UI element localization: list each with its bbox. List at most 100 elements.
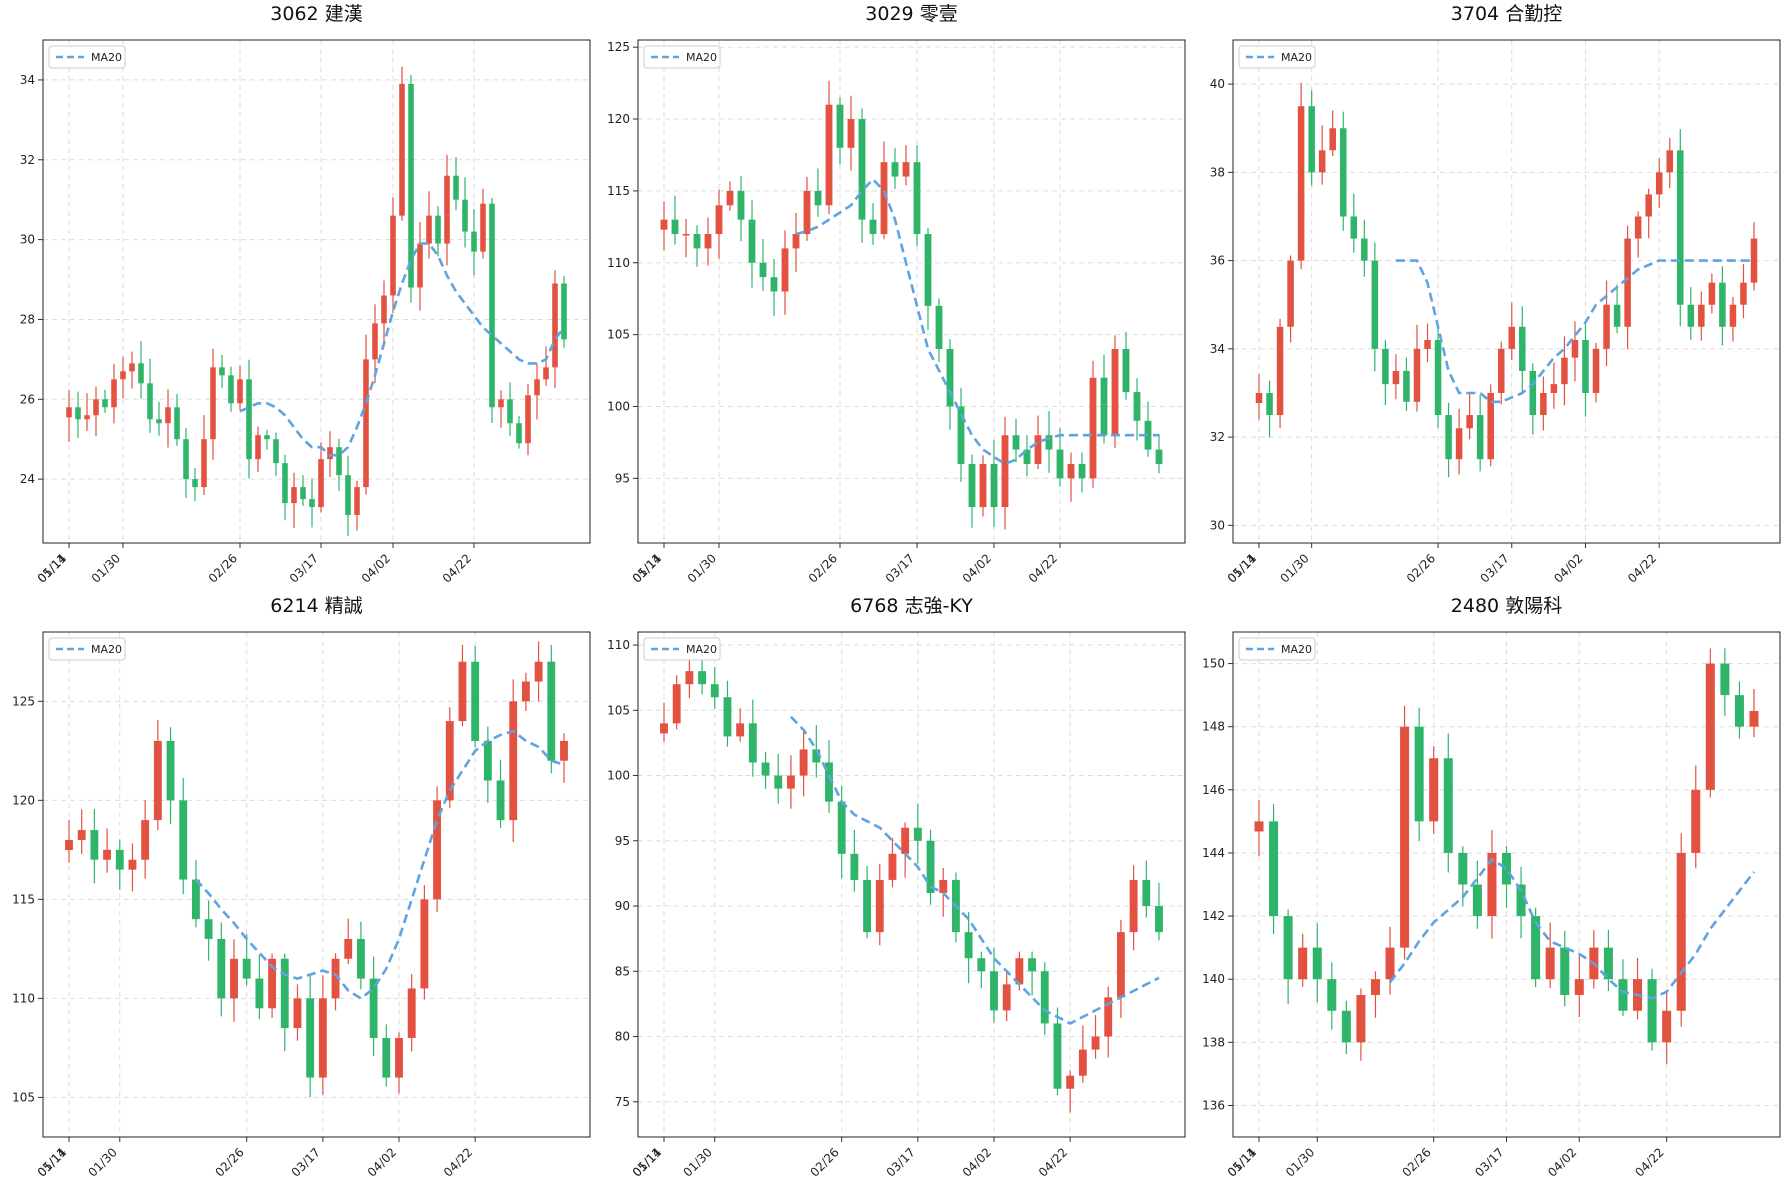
- candle-body: [1400, 726, 1410, 948]
- candle-body: [812, 749, 821, 763]
- candle-body: [869, 219, 877, 235]
- x-tick-label: 04/02: [365, 1145, 399, 1179]
- candle-body: [192, 479, 198, 488]
- candle-body: [1297, 106, 1305, 261]
- candle-body: [693, 234, 701, 249]
- candle-body: [84, 415, 90, 420]
- candle-body: [128, 859, 137, 870]
- candle-body: [1634, 216, 1642, 239]
- candle-body: [1078, 463, 1086, 479]
- candle-body: [1472, 884, 1482, 917]
- chart-title: 6214 精誠: [270, 595, 362, 617]
- candle-body: [471, 661, 480, 741]
- y-tick-label: 38: [1210, 165, 1225, 179]
- candle-body: [111, 379, 117, 408]
- y-tick-label: 115: [12, 892, 35, 906]
- candle-body: [1666, 150, 1674, 173]
- candle-body: [957, 406, 965, 464]
- y-tick-label: 95: [615, 834, 630, 848]
- x-tick-label: 02/26: [807, 1145, 841, 1179]
- candle-body: [1327, 979, 1337, 1011]
- candle-body: [93, 399, 99, 416]
- candle-body: [1067, 463, 1075, 479]
- y-tick-label: 105: [12, 1090, 35, 1104]
- chart-title: 3704 合勤控: [1451, 3, 1562, 25]
- candle-body: [1574, 979, 1584, 995]
- candle-body: [1318, 150, 1326, 173]
- candle-body: [1129, 879, 1138, 933]
- candle-body: [891, 162, 899, 177]
- candle-body: [748, 723, 757, 763]
- candle-body: [356, 938, 365, 979]
- candle-body: [814, 190, 822, 206]
- candle-body: [1719, 282, 1726, 327]
- candle-body: [507, 399, 513, 424]
- legend-box: [1238, 45, 1316, 69]
- x-tick-label: 05/11: [1225, 551, 1259, 585]
- candle-body: [1698, 304, 1705, 327]
- candle-body: [1116, 932, 1125, 998]
- plot-frame: [42, 631, 591, 1138]
- candle-body: [1487, 852, 1497, 917]
- candle-body: [726, 190, 734, 206]
- candle-body: [990, 971, 998, 1011]
- x-tick-label: 03/17: [287, 551, 321, 585]
- candle-body: [1734, 695, 1744, 727]
- candle-body: [103, 849, 112, 860]
- candle-body: [863, 879, 872, 933]
- candle-body: [129, 363, 135, 372]
- x-tick-label: 03/17: [289, 1145, 323, 1179]
- candle-body: [1361, 238, 1368, 261]
- plot-frame: [1232, 631, 1781, 1138]
- y-tick-label: 125: [12, 694, 35, 708]
- candle-body: [979, 463, 987, 508]
- candle-body: [1350, 216, 1358, 239]
- candle-body: [1508, 326, 1516, 349]
- y-tick-label: 24: [20, 472, 35, 486]
- candle-body: [65, 839, 73, 851]
- candle-body: [1392, 370, 1400, 385]
- candle-body: [219, 367, 225, 376]
- candle-body: [1443, 758, 1453, 853]
- candle-body: [1655, 172, 1663, 195]
- candle-body: [964, 932, 973, 959]
- candle-body: [1529, 370, 1537, 416]
- plot-area: [638, 632, 1185, 1137]
- candle-body: [147, 383, 153, 420]
- x-tick-label: 04/02: [359, 551, 393, 585]
- legend: MA20: [643, 637, 721, 661]
- candle-body: [369, 978, 378, 1038]
- candle-body: [534, 379, 540, 396]
- candle-body: [1002, 984, 1011, 1011]
- x-tick-label: 03/17: [884, 1145, 918, 1179]
- y-tick-label: 136: [1202, 1098, 1225, 1112]
- candle-body: [1740, 282, 1747, 305]
- candle-body: [390, 215, 396, 296]
- candle-body: [1122, 348, 1130, 393]
- legend: MA20: [48, 45, 126, 69]
- candle-body: [1424, 340, 1431, 349]
- y-tick-label: 142: [1202, 909, 1225, 923]
- y-tick-label: 148: [1202, 720, 1225, 734]
- candle-body: [331, 958, 340, 999]
- y-tick-label: 150: [1202, 657, 1225, 671]
- legend-label: MA20: [91, 643, 122, 656]
- legend-label: MA20: [1281, 51, 1312, 64]
- candle-body: [1403, 370, 1410, 402]
- legend-box: [48, 45, 126, 69]
- candle-body: [672, 684, 681, 724]
- chart-title: 2480 敦陽科: [1451, 595, 1562, 617]
- candle-body: [1560, 947, 1570, 995]
- candle-body: [264, 435, 270, 440]
- candle-body: [521, 681, 530, 702]
- candle-body: [825, 104, 833, 206]
- y-tick-label: 140: [1202, 972, 1225, 986]
- y-tick-label: 40: [1210, 77, 1225, 91]
- legend: MA20: [48, 637, 126, 661]
- y-tick-label: 80: [615, 1030, 630, 1044]
- candle-body: [291, 487, 297, 504]
- y-tick-label: 110: [12, 991, 35, 1005]
- candle-body: [435, 215, 441, 244]
